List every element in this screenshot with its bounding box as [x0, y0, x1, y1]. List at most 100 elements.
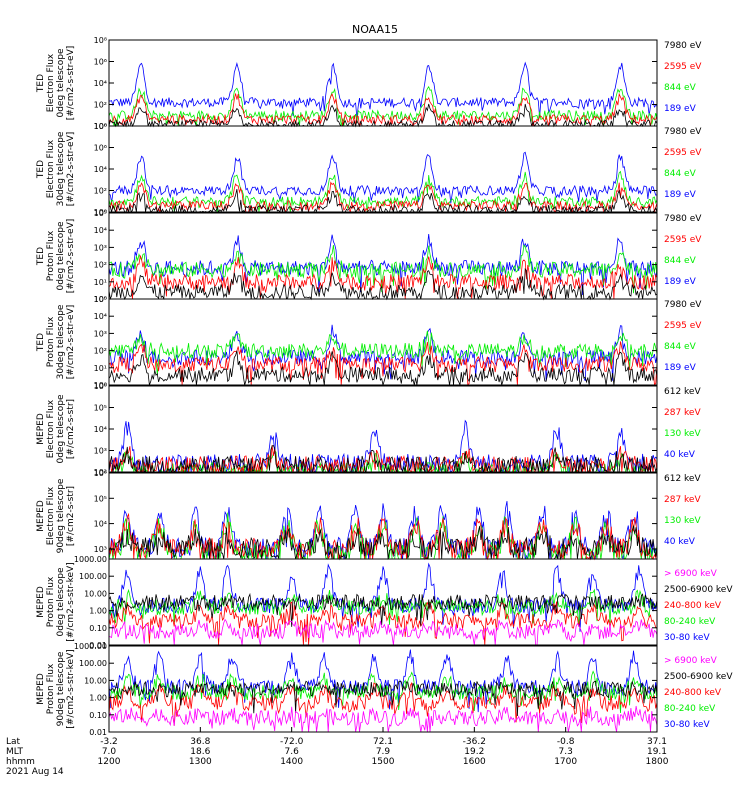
y-tick-label: 10⁵: [94, 404, 107, 413]
legend-entry: 612 keV: [664, 387, 701, 397]
x-tick-label: -0.8: [557, 737, 575, 747]
series-7980-ev-line: [108, 267, 658, 301]
panel-8: [108, 645, 658, 733]
y-tick-label: 10¹: [94, 364, 107, 373]
y-tick-label: 1.00: [89, 694, 107, 703]
legend-entry: 80-240 keV: [664, 704, 716, 714]
series-2595-ev-line: [108, 92, 658, 128]
legend-entry: > 6900 keV: [664, 656, 718, 666]
x-tick-label: 18.6: [190, 747, 210, 757]
y-tick-label: 10⁵: [94, 209, 107, 218]
y-tick-label: 10⁸: [94, 122, 107, 131]
y-axis-label: TED: [36, 247, 46, 266]
series-40-kev-line: [108, 501, 658, 561]
y-axis-label: Proton Flux: [46, 316, 56, 367]
y-axis-label: TED: [36, 74, 46, 93]
series-189-ev-line: [108, 151, 658, 204]
y-tick-label: 10²: [94, 101, 107, 110]
legend-entry: 844 eV: [664, 169, 697, 179]
y-axis-label: MEPED: [36, 413, 46, 445]
y-axis-label: Proton Flux: [46, 230, 56, 281]
y-tick-label: 10¹: [94, 278, 107, 287]
panel-frame: [108, 558, 658, 646]
series-2595-ev-line: [108, 181, 658, 214]
legend-entry: 240-800 keV: [664, 688, 722, 698]
y-tick-label: 10⁶: [94, 144, 107, 153]
panel-frame: [108, 298, 658, 386]
y-axis-label: 90deg telescope: [56, 478, 66, 553]
series-2595-ev-line: [108, 255, 658, 300]
y-tick-label: 10³: [94, 447, 107, 456]
series-2595-ev-line: [108, 341, 658, 386]
y-tick-label: 0.10: [89, 624, 107, 633]
x-tick-label: 36.8: [190, 737, 210, 747]
y-tick-label: 10²: [94, 187, 107, 196]
x-tick-label: -72.0: [280, 737, 304, 747]
y-axis-label: 0deg telescope: [56, 48, 66, 118]
panel-frame: [108, 39, 658, 127]
x-tick-label: 19.1: [647, 747, 667, 757]
y-tick-label: 10³: [94, 329, 107, 338]
y-axis-label: Proton Flux: [46, 663, 56, 714]
x-tick-label: 7.6: [285, 747, 300, 757]
legend-entry: 30-80 keV: [664, 720, 710, 730]
legend-entry: 2595 eV: [664, 235, 702, 245]
series-844-ev-line: [108, 244, 658, 294]
x-tick-label: -36.2: [463, 737, 486, 747]
y-tick-label: 10⁰: [94, 381, 107, 390]
series-2500-6900-kev-line: [108, 592, 658, 627]
legend-entry: 287 keV: [664, 408, 701, 418]
legend-entry: 287 keV: [664, 495, 701, 505]
x-tick-label: -3.2: [100, 737, 118, 747]
series-80-240-kev-line: [108, 588, 658, 627]
x-tick-label: 1700: [554, 757, 577, 767]
y-axis-label: 90deg telescope: [56, 651, 66, 726]
y-tick-label: 10⁰: [94, 295, 107, 304]
y-tick-label: 100.00: [79, 572, 107, 581]
panel-2: [108, 125, 658, 214]
series-612-kev-line: [108, 445, 658, 474]
panel-frame: [108, 125, 658, 213]
panel-7: [108, 558, 658, 646]
legend-entry: 844 eV: [664, 83, 697, 93]
x-tick-label: 1600: [463, 757, 486, 767]
legend-entry: 612 keV: [664, 474, 701, 484]
y-axis-label: Electron Flux: [46, 399, 56, 458]
series-189-ev-line: [108, 234, 658, 296]
legend-entry: 2500-6900 keV: [664, 672, 733, 682]
legend-entry: 130 keV: [664, 429, 701, 439]
legend-entry: 189 eV: [664, 190, 697, 200]
series-612-kev-line: [108, 525, 658, 561]
x-tick-label: 1400: [280, 757, 303, 767]
x-tick-label: 1200: [98, 757, 121, 767]
legend-entry: 30-80 keV: [664, 633, 710, 643]
y-axis-label: [#/cm2-s-str-eV]: [66, 46, 76, 121]
y-tick-label: 10²: [94, 261, 107, 270]
legend-entry: 844 eV: [664, 256, 697, 266]
series-287-kev-line: [108, 445, 658, 474]
y-axis-label: MEPED: [36, 586, 46, 618]
y-tick-label: 10⁴: [94, 520, 107, 529]
legend-entry: 844 eV: [664, 342, 697, 352]
y-axis-label: [#/cm2-s-str-keV]: [66, 562, 76, 641]
y-axis-label: [#/cm2-s-str]: [66, 399, 76, 459]
series--6900-kev-line: [108, 705, 658, 733]
legend-entry: 189 eV: [664, 104, 697, 114]
legend-entry: 240-800 keV: [664, 601, 722, 611]
x-row-label: Lat: [6, 737, 21, 747]
y-tick-label: 10⁴: [94, 312, 107, 321]
y-tick-label: 10³: [94, 545, 107, 554]
y-tick-label: 10⁵: [94, 295, 107, 304]
y-axis-label: 0deg telescope: [56, 394, 66, 464]
x-tick-label: 1800: [646, 757, 669, 767]
legend-entry: 2595 eV: [664, 321, 702, 331]
series-189-ev-line: [108, 61, 658, 119]
y-tick-label: 10⁴: [94, 79, 107, 88]
y-axis-label: [#/cm2-s-str-eV]: [66, 132, 76, 207]
y-tick-label: 100.00: [79, 659, 107, 668]
y-tick-label: 10.00: [84, 589, 107, 598]
series-844-ev-line: [108, 85, 658, 127]
x-tick-label: 7.3: [559, 747, 573, 757]
x-tick-label: 37.1: [647, 737, 667, 747]
